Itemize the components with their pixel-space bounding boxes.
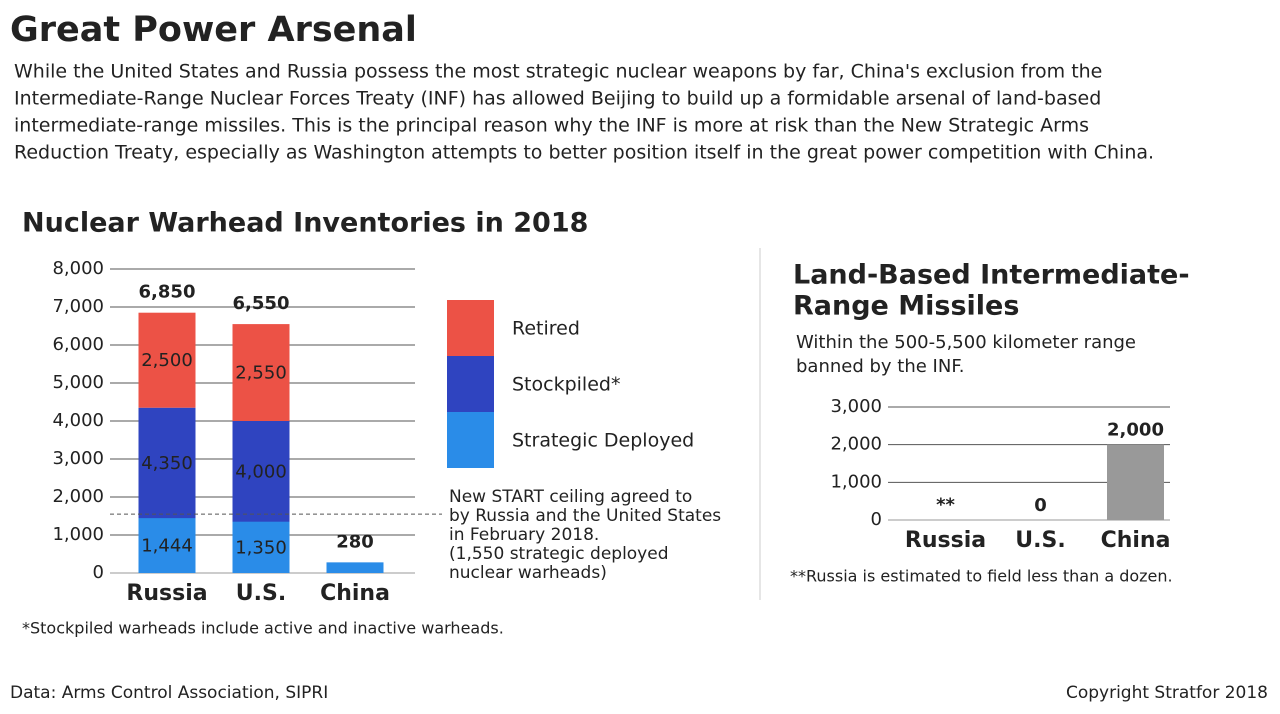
copyright: Copyright Stratfor 2018 <box>1066 683 1268 703</box>
reference-label: New START ceiling agreed to <box>449 487 692 507</box>
bar-segment <box>138 518 196 573</box>
bar-segment <box>138 312 196 408</box>
reference-label: by Russia and the United States <box>449 506 721 526</box>
value-label: 0 <box>1034 495 1047 516</box>
y-tick-label: 3,000 <box>830 396 882 417</box>
reference-label: nuclear warheads) <box>449 563 607 583</box>
description-line: Intermediate-Range Nuclear Forces Treaty… <box>14 88 1101 110</box>
chart-subtitle: Within the 500-5,500 kilometer range <box>796 332 1136 353</box>
y-tick-label: 0 <box>871 509 882 530</box>
bar-segment <box>232 521 290 573</box>
total-label: 6,850 <box>139 282 196 303</box>
chart-subtitle: banned by the INF. <box>796 356 965 377</box>
legend-swatch <box>447 412 494 468</box>
chart-title: Land-Based Intermediate- <box>793 260 1190 291</box>
description-line: While the United States and Russia posse… <box>14 61 1102 83</box>
bar-segment <box>232 324 290 421</box>
legend-label: Retired <box>512 318 580 340</box>
description-line: intermediate-range missiles. This is the… <box>14 115 1089 137</box>
legend-swatch <box>447 356 494 412</box>
total-label: 6,550 <box>233 293 290 314</box>
y-tick-label: 3,000 <box>52 448 104 469</box>
y-tick-label: 2,000 <box>830 434 882 455</box>
value-label: 1,350 <box>235 537 287 558</box>
y-tick-label: 5,000 <box>52 372 104 393</box>
value-label: ** <box>936 495 955 516</box>
value-label: 4,000 <box>235 461 287 482</box>
x-tick-label: Russia <box>126 581 207 606</box>
footnote: *Stockpiled warheads include active and … <box>22 619 504 638</box>
y-tick-label: 4,000 <box>52 410 104 431</box>
reference-label: (1,550 strategic deployed <box>449 544 669 564</box>
bar <box>1107 444 1164 520</box>
y-tick-label: 1,000 <box>52 524 104 545</box>
x-tick-label: Russia <box>905 528 986 553</box>
y-tick-label: 7,000 <box>52 296 104 317</box>
x-tick-label: U.S. <box>1015 528 1065 553</box>
x-tick-label: China <box>320 581 390 606</box>
y-tick-label: 1,000 <box>830 471 882 492</box>
y-tick-label: 2,000 <box>52 486 104 507</box>
total-label: 280 <box>336 531 374 552</box>
description-line: Reduction Treaty, especially as Washingt… <box>14 142 1154 164</box>
footnote: **Russia is estimated to field less than… <box>790 567 1173 586</box>
x-tick-label: U.S. <box>236 581 286 606</box>
value-label: 2,000 <box>1107 420 1164 441</box>
bar-segment <box>326 562 384 573</box>
y-tick-label: 6,000 <box>52 334 104 355</box>
chart-title: Range Missiles <box>793 291 1019 322</box>
y-tick-label: 0 <box>93 562 104 583</box>
legend-swatch <box>447 300 494 356</box>
legend-label: Stockpiled* <box>512 374 620 396</box>
value-label: 4,350 <box>141 453 193 474</box>
source: Data: Arms Control Association, SIPRI <box>10 683 328 703</box>
y-tick-label: 8,000 <box>52 258 104 279</box>
value-label: 2,500 <box>141 350 193 371</box>
value-label: 1,444 <box>141 536 193 557</box>
chart-title: Nuclear Warhead Inventories in 2018 <box>22 208 588 239</box>
value-label: 2,550 <box>235 363 287 384</box>
reference-label: in February 2018. <box>449 525 599 545</box>
page-title: Great Power Arsenal <box>10 10 417 50</box>
legend-label: Strategic Deployed <box>512 430 694 452</box>
x-tick-label: China <box>1101 528 1171 553</box>
